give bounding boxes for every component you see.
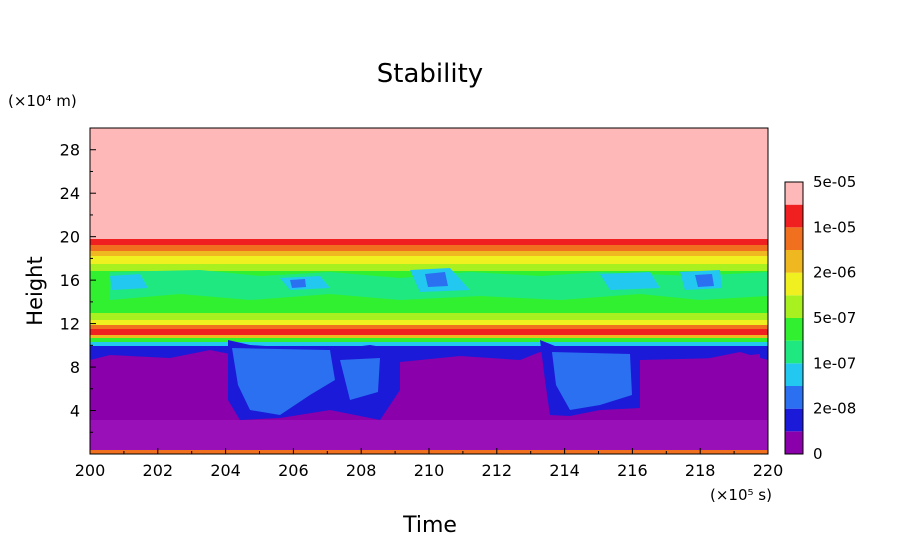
colorbar-label: 0 — [813, 445, 823, 463]
colorbar — [784, 181, 804, 455]
field-top-yellow-orange — [90, 251, 768, 256]
colorbar-swatch — [785, 295, 803, 318]
field-bottom-light-blue — [232, 348, 632, 415]
x-tick-label: 202 — [143, 461, 174, 480]
field-upper-pink — [90, 128, 768, 240]
y-tick-label: 8 — [70, 358, 80, 377]
field-low-lime — [90, 313, 768, 320]
colorbar-label: 2e-06 — [813, 264, 856, 282]
y-axis-label: Height — [23, 256, 47, 325]
field-ground-purple — [90, 420, 768, 450]
y-axis-ticks: 4 8 12 16 20 24 28 — [60, 141, 96, 433]
y-tick-label: 16 — [60, 271, 80, 290]
y-axis-unit: (×10⁴ m) — [8, 92, 77, 110]
colorbar-label: 1e-05 — [813, 218, 856, 236]
colorbar-swatch — [785, 318, 803, 341]
y-tick-label: 24 — [60, 184, 80, 203]
field-low-orange — [90, 325, 768, 329]
heatmap-field — [90, 128, 768, 454]
colorbar-label: 5e-05 — [813, 173, 856, 191]
field-top-lime — [90, 264, 768, 271]
field-mid-cyan-patches — [110, 268, 722, 292]
field-low-red — [90, 329, 768, 335]
x-axis-unit: (×10⁵ s) — [710, 486, 772, 504]
field-low-green — [90, 338, 768, 342]
colorbar-swatch — [785, 182, 803, 205]
y-tick-label: 28 — [60, 141, 80, 160]
x-tick-label: 208 — [346, 461, 377, 480]
colorbar-swatch — [785, 204, 803, 228]
colorbar-swatch — [785, 386, 803, 409]
x-axis-label: Time — [402, 513, 457, 538]
x-tick-label: 216 — [617, 461, 648, 480]
colorbar-swatch — [785, 363, 803, 386]
colorbar-label: 2e-08 — [813, 400, 856, 418]
colorbar-swatch — [785, 272, 803, 296]
colorbar-label: 1e-07 — [813, 354, 856, 372]
x-tick-label: 210 — [414, 461, 445, 480]
field-low-yellow — [90, 320, 768, 325]
x-tick-label: 206 — [278, 461, 309, 480]
y-tick-label: 20 — [60, 228, 80, 247]
field-bottom-purple-core — [100, 354, 762, 432]
colorbar-label: 5e-07 — [813, 309, 856, 327]
field-top-yellow — [90, 256, 768, 264]
field-top-red — [90, 239, 768, 245]
field-top-orange — [90, 245, 768, 251]
colorbar-swatch — [785, 431, 803, 454]
x-tick-label: 214 — [549, 461, 580, 480]
colorbar-swatch — [785, 408, 803, 432]
x-tick-label: 218 — [685, 461, 716, 480]
colorbar-frame — [784, 181, 804, 455]
colorbar-swatch — [785, 227, 803, 250]
x-tick-label: 220 — [753, 461, 784, 480]
x-tick-label: 204 — [210, 461, 241, 480]
x-tick-label: 212 — [482, 461, 513, 480]
y-tick-label: 12 — [60, 315, 80, 334]
x-axis-ticks: 200 202 204 206 208 210 212 214 216 218 220 — [75, 448, 784, 480]
field-low-orange-2 — [90, 335, 768, 338]
y-tick-label: 4 — [70, 402, 80, 421]
colorbar-swatch — [785, 250, 803, 273]
chart-title: Stability — [377, 59, 483, 89]
colorbar-labels: 0 2e-08 1e-07 5e-07 2e-06 1e-05 5e-05 — [813, 173, 856, 463]
x-tick-label: 200 — [75, 461, 106, 480]
field-low-cyan — [90, 342, 768, 346]
colorbar-swatch — [785, 340, 803, 364]
